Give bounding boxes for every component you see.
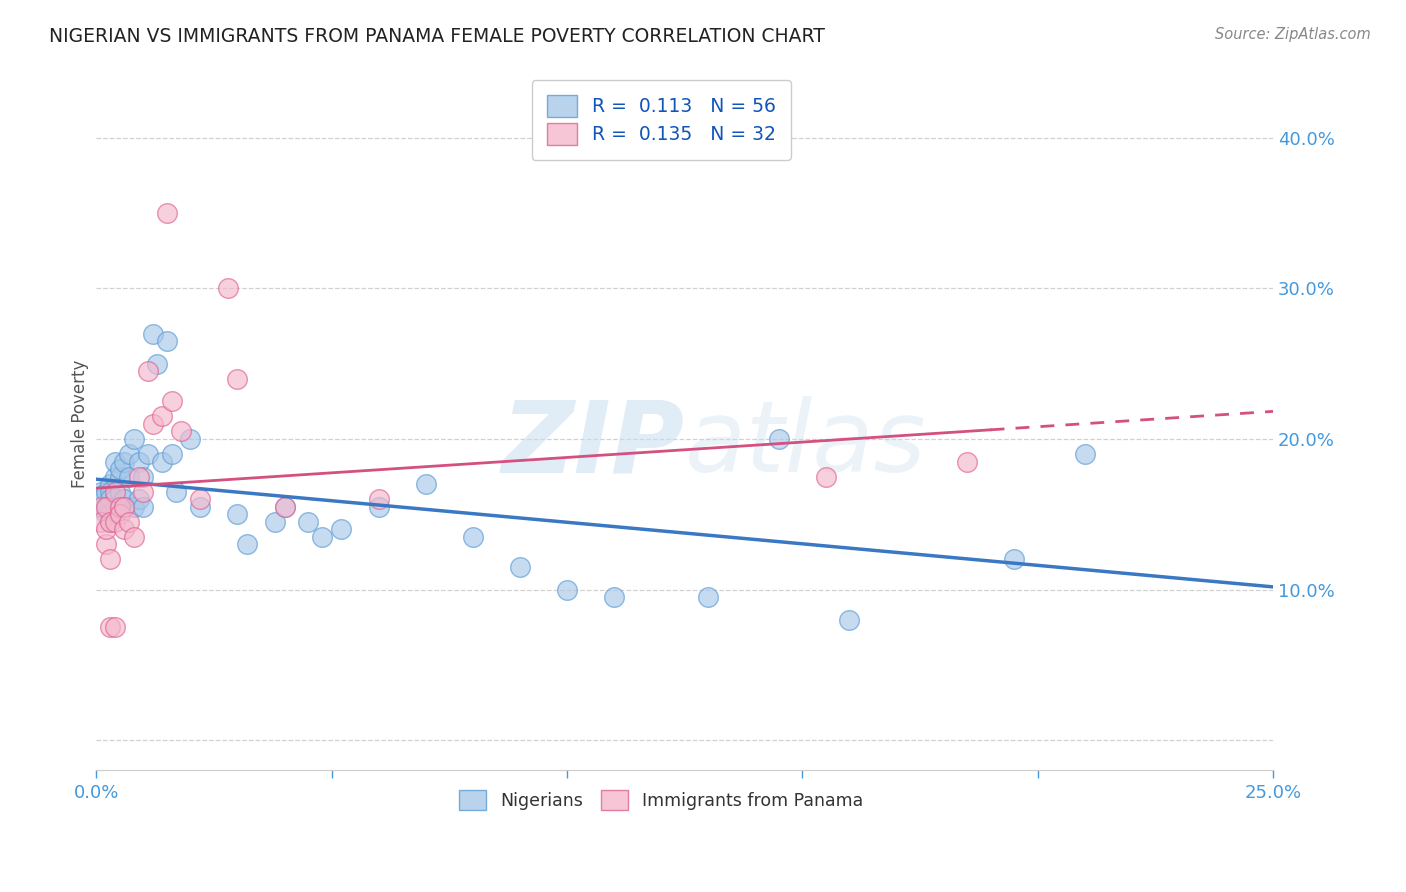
Point xyxy=(114,492,136,507)
Point xyxy=(226,508,249,522)
Point xyxy=(132,500,155,514)
Point xyxy=(150,409,173,424)
Point xyxy=(150,454,173,468)
Point xyxy=(98,484,121,499)
Point xyxy=(142,326,165,341)
Point xyxy=(114,500,136,514)
Point xyxy=(94,500,117,514)
Point xyxy=(1002,552,1025,566)
Point xyxy=(98,515,121,529)
Point xyxy=(461,530,484,544)
Point xyxy=(509,560,531,574)
Point xyxy=(217,281,239,295)
Point xyxy=(188,500,211,514)
Point xyxy=(132,469,155,483)
Point xyxy=(170,425,193,439)
Point xyxy=(165,484,187,499)
Point xyxy=(156,334,179,348)
Point xyxy=(146,357,169,371)
Point xyxy=(122,500,145,514)
Point xyxy=(94,508,117,522)
Point xyxy=(90,515,112,529)
Point xyxy=(114,500,136,514)
Point xyxy=(98,492,121,507)
Point xyxy=(956,454,979,468)
Point xyxy=(132,484,155,499)
Point xyxy=(128,454,150,468)
Point xyxy=(160,394,183,409)
Point xyxy=(94,500,117,514)
Point xyxy=(98,508,121,522)
Point xyxy=(603,590,626,604)
Point xyxy=(94,484,117,499)
Point xyxy=(104,620,127,634)
Point xyxy=(311,530,333,544)
Point xyxy=(367,492,389,507)
Point xyxy=(108,484,131,499)
Point xyxy=(98,620,121,634)
Point xyxy=(128,492,150,507)
Point xyxy=(297,515,319,529)
Y-axis label: Female Poverty: Female Poverty xyxy=(72,359,89,488)
Point xyxy=(90,484,112,499)
Point xyxy=(236,537,259,551)
Point xyxy=(156,206,179,220)
Point xyxy=(98,515,121,529)
Point xyxy=(136,364,159,378)
Point xyxy=(118,469,141,483)
Point xyxy=(188,492,211,507)
Point xyxy=(108,508,131,522)
Point xyxy=(264,515,287,529)
Point xyxy=(367,500,389,514)
Point xyxy=(226,372,249,386)
Point xyxy=(555,582,578,597)
Point xyxy=(108,462,131,476)
Point xyxy=(122,432,145,446)
Point xyxy=(160,447,183,461)
Point xyxy=(104,484,127,499)
Text: ZIP: ZIP xyxy=(502,396,685,493)
Point xyxy=(136,447,159,461)
Text: Source: ZipAtlas.com: Source: ZipAtlas.com xyxy=(1215,27,1371,42)
Point xyxy=(104,515,127,529)
Point xyxy=(108,500,131,514)
Point xyxy=(118,447,141,461)
Point xyxy=(94,537,117,551)
Point xyxy=(415,477,437,491)
Point xyxy=(104,454,127,468)
Text: NIGERIAN VS IMMIGRANTS FROM PANAMA FEMALE POVERTY CORRELATION CHART: NIGERIAN VS IMMIGRANTS FROM PANAMA FEMAL… xyxy=(49,27,825,45)
Point xyxy=(118,515,141,529)
Point xyxy=(104,492,127,507)
Point xyxy=(179,432,201,446)
Point xyxy=(768,432,790,446)
Point xyxy=(1074,447,1097,461)
Point xyxy=(142,417,165,431)
Legend: Nigerians, Immigrants from Panama: Nigerians, Immigrants from Panama xyxy=(444,776,877,824)
Point xyxy=(273,500,295,514)
Point xyxy=(94,522,117,536)
Point xyxy=(90,492,112,507)
Point xyxy=(98,552,121,566)
Text: atlas: atlas xyxy=(685,396,927,493)
Point xyxy=(108,469,131,483)
Point xyxy=(814,469,837,483)
Point xyxy=(90,500,112,514)
Point xyxy=(108,500,131,514)
Point xyxy=(273,500,295,514)
Point xyxy=(838,613,860,627)
Point xyxy=(104,500,127,514)
Point xyxy=(697,590,720,604)
Point xyxy=(330,522,353,536)
Point xyxy=(122,530,145,544)
Point xyxy=(114,454,136,468)
Point xyxy=(104,469,127,483)
Point xyxy=(114,522,136,536)
Point xyxy=(98,477,121,491)
Point xyxy=(128,469,150,483)
